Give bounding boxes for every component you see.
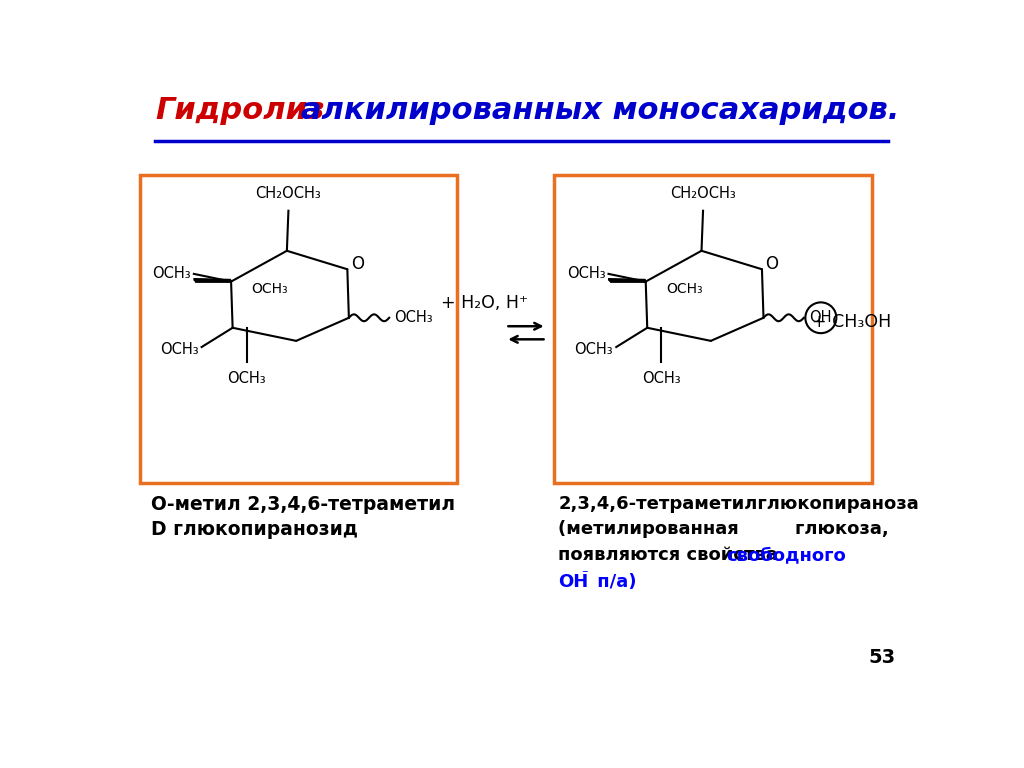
Text: OCH₃: OCH₃ [574,342,613,357]
Text: ⁻: ⁻ [582,568,588,581]
Text: OCH₃: OCH₃ [642,371,681,386]
Text: OCH₃: OCH₃ [252,283,288,296]
Text: OCH₃: OCH₃ [227,371,266,386]
Text: CH₂OCH₃: CH₂OCH₃ [256,187,322,201]
Text: CH₂OCH₃: CH₂OCH₃ [670,187,736,201]
Text: O: O [351,255,364,273]
Text: D глюкопиранозид: D глюкопиранозид [152,520,358,539]
Text: ОН: ОН [558,573,589,591]
Text: OCH₃: OCH₃ [153,266,190,281]
Text: Гидролиз: Гидролиз [155,96,325,125]
Text: OCH₃: OCH₃ [566,266,605,281]
Text: + H₂O, H⁺: + H₂O, H⁺ [441,294,528,312]
Text: O: O [766,255,778,273]
Text: свободного: свободного [726,547,846,564]
Text: появляются свойства: появляются свойства [558,547,784,564]
Text: OCH₃: OCH₃ [667,283,702,296]
Text: п/а): п/а) [591,573,636,591]
Text: OCH₃: OCH₃ [160,342,199,357]
Text: (метилированная         глюкоза,: (метилированная глюкоза, [558,520,889,538]
Text: OCH₃: OCH₃ [394,310,432,326]
Text: + CH₃OH: + CH₃OH [812,313,891,330]
Text: алкилированных моносахаридов.: алкилированных моносахаридов. [269,96,899,125]
Text: О-метил 2,3,4,6-тетраметил: О-метил 2,3,4,6-тетраметил [152,495,456,514]
Text: 2,3,4,6-тетраметилглюкопираноза: 2,3,4,6-тетраметилглюкопираноза [558,495,919,513]
Text: 53: 53 [868,647,895,667]
Text: OH: OH [810,310,833,326]
